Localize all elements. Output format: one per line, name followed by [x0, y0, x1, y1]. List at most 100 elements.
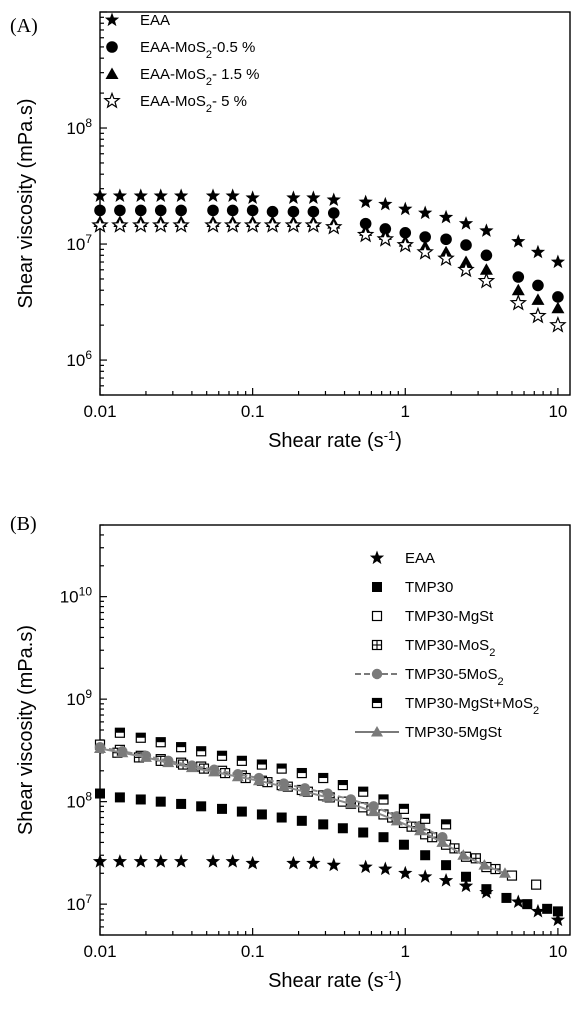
legend-marker	[355, 726, 399, 737]
data-point	[263, 216, 282, 233]
data-point	[378, 196, 393, 211]
data-point	[318, 819, 329, 830]
panel-b-label: (B)	[10, 513, 37, 535]
data-point	[479, 223, 494, 237]
data-point	[277, 780, 290, 792]
y-tick-label: 106	[66, 348, 92, 370]
data-point	[531, 293, 545, 305]
data-point	[550, 912, 566, 927]
legend-marker	[355, 668, 399, 680]
y-axis-title: Shear viscosity (mPa.s)	[15, 98, 37, 308]
legend-label: TMP30	[405, 579, 453, 596]
data-point	[185, 761, 198, 773]
data-point	[398, 201, 413, 216]
data-point	[511, 283, 525, 296]
panel-a-label: (A)	[10, 15, 38, 37]
data-point	[327, 207, 340, 219]
series	[94, 742, 511, 878]
legend-marker	[104, 12, 120, 27]
y-tick-label: 107	[66, 892, 92, 914]
data-point	[419, 231, 431, 243]
legend-label: EAA	[405, 550, 435, 567]
data-point	[135, 794, 146, 805]
data-point	[162, 756, 175, 768]
data-point	[95, 788, 105, 799]
x-axis-title: Shear rate (s-1)	[268, 428, 402, 453]
data-point	[358, 827, 369, 838]
data-point	[92, 188, 108, 202]
data-point	[511, 894, 526, 909]
legend-label: EAA	[140, 12, 170, 29]
data-point	[418, 869, 433, 883]
data-point	[173, 188, 189, 202]
legend-label: TMP30-5MoS2	[405, 666, 504, 688]
data-point	[245, 190, 260, 204]
data-point	[252, 774, 265, 786]
data-point	[398, 803, 410, 814]
legend-label: TMP30-MoS2	[405, 637, 495, 659]
data-point	[398, 865, 413, 880]
data-point	[154, 204, 167, 217]
data-point	[236, 806, 247, 817]
data-point	[155, 796, 166, 807]
data-point	[326, 857, 341, 872]
data-point	[266, 205, 279, 218]
data-point	[225, 854, 240, 868]
data-point	[458, 878, 474, 893]
data-point	[337, 780, 348, 791]
data-point	[91, 216, 109, 233]
data-point	[457, 260, 475, 278]
data-point	[438, 873, 454, 887]
data-point	[479, 263, 493, 275]
series-line	[99, 746, 443, 839]
series	[114, 727, 452, 830]
data-point	[112, 854, 128, 868]
data-point	[477, 271, 496, 289]
data-point	[173, 854, 189, 868]
data-point	[550, 254, 566, 269]
data-point	[318, 772, 329, 784]
legend-marker	[371, 610, 383, 622]
data-point	[236, 755, 247, 766]
data-point	[344, 797, 357, 809]
data-point	[359, 217, 372, 230]
data-point	[441, 860, 452, 871]
data-point	[153, 188, 168, 202]
data-point	[511, 234, 526, 248]
series	[92, 188, 566, 269]
data-point	[367, 805, 380, 817]
data-point	[284, 216, 303, 233]
data-point	[223, 216, 242, 233]
legend-label: TMP30-MgSt+MoS2	[405, 695, 539, 717]
data-point	[208, 765, 221, 777]
data-point	[321, 791, 334, 802]
legend-label: EAA-MoS2-0.5 %	[140, 39, 255, 61]
data-point	[420, 813, 431, 824]
data-point	[552, 906, 563, 917]
data-point	[498, 867, 511, 878]
data-point	[114, 792, 125, 803]
data-point	[217, 803, 228, 814]
data-point	[225, 188, 240, 202]
legend-marker	[103, 91, 121, 109]
legend-label: TMP30-5MgSt	[405, 724, 503, 741]
data-point	[358, 194, 373, 209]
data-point	[549, 315, 567, 333]
data-point	[436, 836, 449, 847]
data-point	[151, 216, 170, 233]
data-point	[246, 204, 259, 217]
data-point	[399, 227, 412, 239]
legend-marker	[371, 697, 383, 709]
data-point	[296, 815, 307, 826]
series	[91, 216, 567, 333]
data-point	[216, 750, 228, 761]
data-point	[287, 205, 300, 218]
data-point	[276, 763, 287, 774]
data-point	[231, 770, 244, 782]
data-point	[398, 839, 409, 850]
data-point	[176, 742, 187, 753]
x-tick-label: 0.1	[241, 942, 265, 961]
x-axis-title: Shear rate (s-1)	[268, 968, 402, 993]
data-point	[461, 871, 472, 882]
